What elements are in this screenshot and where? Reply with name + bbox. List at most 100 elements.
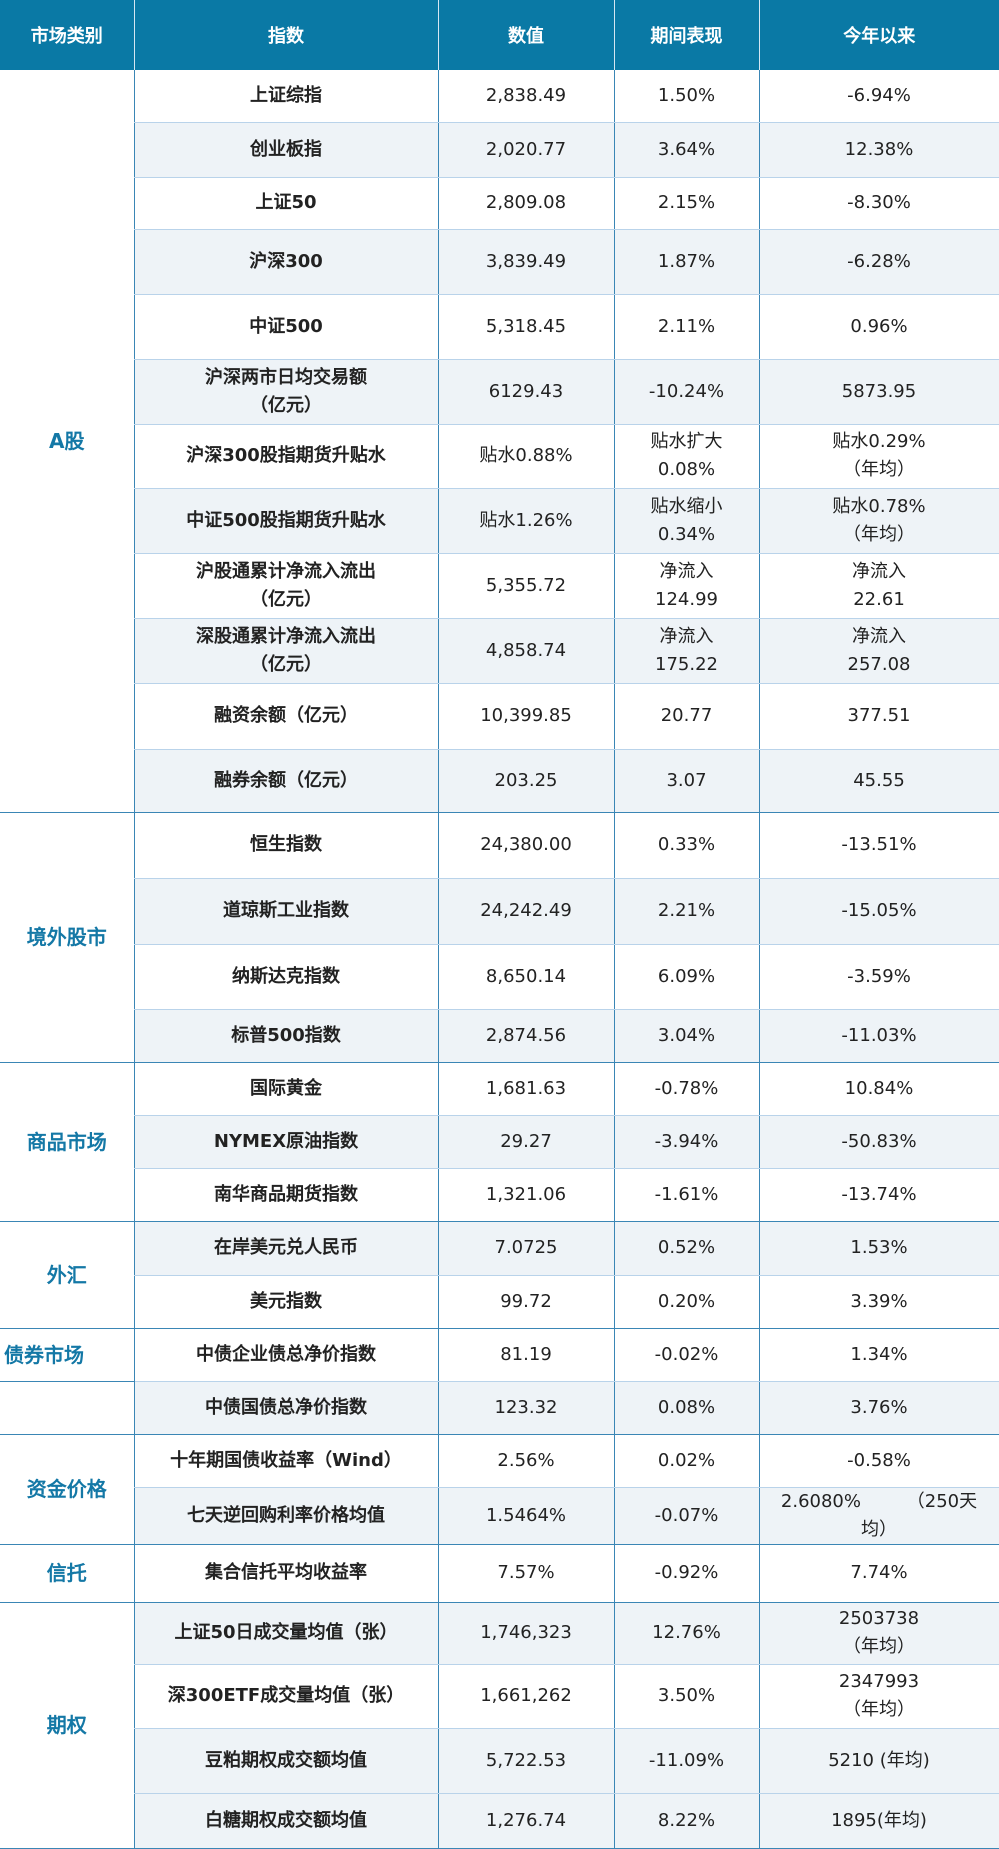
index-value: 2,874.56 bbox=[437, 1009, 614, 1063]
period-performance: 6.09% bbox=[613, 944, 759, 1010]
ytd-performance: 7.74% bbox=[758, 1544, 999, 1603]
period-performance: 0.08% bbox=[613, 1381, 759, 1435]
table-row: 中证500 5,318.45 2.11% 0.96% bbox=[0, 294, 999, 360]
index-value: 5,722.53 bbox=[437, 1728, 614, 1794]
table-row: A股 上证综指 2,838.49 1.50% -6.94% bbox=[0, 70, 999, 813]
ytd-performance: -15.05% bbox=[758, 878, 999, 945]
index-value: 24,242.49 bbox=[437, 878, 614, 945]
index-value: 贴水0.88% bbox=[437, 424, 614, 489]
index-name: 中债国债总净价指数 bbox=[133, 1381, 438, 1435]
table-row: 白糖期权成交额均值 1,276.74 8.22% 1895(年均) bbox=[0, 1793, 999, 1849]
index-value: 1,321.06 bbox=[437, 1168, 614, 1222]
index-value: 29.27 bbox=[437, 1115, 614, 1169]
index-name: NYMEX原油指数 bbox=[133, 1115, 438, 1169]
index-name: 国际黄金 bbox=[133, 1062, 438, 1116]
period-performance: 2.11% bbox=[613, 294, 759, 360]
table-body: A股 上证综指 2,838.49 1.50% -6.94% 创业板指 2,020.77 3.6… bbox=[0, 70, 999, 1849]
table-row: 境外股市 恒生指数 24,380.00 0.33% -13.51% bbox=[0, 812, 999, 1063]
period-performance: 2.21% bbox=[613, 878, 759, 945]
index-name: 恒生指数 bbox=[133, 812, 438, 879]
header-value: 数值 bbox=[438, 0, 615, 70]
period-performance: -10.24% bbox=[613, 359, 759, 425]
header-ytd: 今年以来 bbox=[759, 0, 999, 70]
table-row: 商品市场 国际黄金 1,681.63 -0.78% 10.84% bbox=[0, 1062, 999, 1222]
index-value: 2,838.49 bbox=[437, 70, 614, 123]
index-value: 1.5464% bbox=[437, 1487, 614, 1545]
index-value: 2.56% bbox=[437, 1434, 614, 1488]
table-row: 融资余额（亿元） 10,399.85 20.77 377.51 bbox=[0, 683, 999, 750]
index-name: 中证500 bbox=[133, 294, 438, 360]
ytd-performance: 贴水0.29% （年均） bbox=[758, 424, 999, 489]
ytd-performance: -11.03% bbox=[758, 1009, 999, 1063]
period-performance: 3.07 bbox=[613, 749, 759, 813]
index-value: 8,650.14 bbox=[437, 944, 614, 1010]
table-row: 沪深300 3,839.49 1.87% -6.28% bbox=[0, 229, 999, 295]
period-performance: 12.76% bbox=[613, 1602, 759, 1665]
index-name: 纳斯达克指数 bbox=[133, 944, 438, 1010]
ytd-performance: 1895(年均) bbox=[758, 1793, 999, 1849]
ytd-performance: 0.96% bbox=[758, 294, 999, 360]
ytd-performance: 10.84% bbox=[758, 1062, 999, 1116]
table-row: 沪深两市日均交易额 （亿元） 6129.43 -10.24% 5873.95 bbox=[0, 359, 999, 425]
index-name: 豆粕期权成交额均值 bbox=[133, 1728, 438, 1794]
index-name: 中债企业债总净价指数 bbox=[133, 1328, 438, 1382]
period-performance: 0.20% bbox=[613, 1275, 759, 1329]
table-row: 沪深300股指期货升贴水 贴水0.88% 贴水扩大 0.08% 贴水0.29% （年均… bbox=[0, 424, 999, 489]
ytd-performance: 1.34% bbox=[758, 1328, 999, 1382]
period-performance: -0.92% bbox=[613, 1544, 759, 1603]
table-row: NYMEX原油指数 29.27 -3.94% -50.83% bbox=[0, 1115, 999, 1169]
table-row: 美元指数 99.72 0.20% 3.39% bbox=[0, 1275, 999, 1329]
period-performance: -3.94% bbox=[613, 1115, 759, 1169]
ytd-performance: -3.59% bbox=[758, 944, 999, 1010]
ytd-performance: 5210 (年均) bbox=[758, 1728, 999, 1794]
index-value: 99.72 bbox=[437, 1275, 614, 1329]
ytd-performance: -6.28% bbox=[758, 229, 999, 295]
category-label: 商品市场 bbox=[0, 1062, 134, 1222]
index-name: 创业板指 bbox=[133, 122, 438, 178]
table-header: 市场类别 指数 数值 期间表现 今年以来 bbox=[0, 0, 999, 70]
category-label: 信托 bbox=[0, 1544, 134, 1603]
index-value: 7.57% bbox=[437, 1544, 614, 1603]
ytd-performance: 2.6080% （250天 均） bbox=[758, 1487, 999, 1545]
index-value: 6129.43 bbox=[437, 359, 614, 425]
period-performance: 1.50% bbox=[613, 70, 759, 123]
period-performance: -0.78% bbox=[613, 1062, 759, 1116]
index-value: 81.19 bbox=[437, 1328, 614, 1382]
period-performance: 20.77 bbox=[613, 683, 759, 750]
header-period: 期间表现 bbox=[614, 0, 760, 70]
index-name: 深300ETF成交量均值（张） bbox=[133, 1664, 438, 1729]
period-performance: 3.50% bbox=[613, 1664, 759, 1729]
period-performance: 2.15% bbox=[613, 177, 759, 230]
ytd-performance: 45.55 bbox=[758, 749, 999, 813]
ytd-performance: -8.30% bbox=[758, 177, 999, 230]
index-name: 南华商品期货指数 bbox=[133, 1168, 438, 1222]
table-row: 七天逆回购利率价格均值 1.5464% -0.07% 2.6080% （250天 均） bbox=[0, 1487, 999, 1545]
table-row: 上证50 2,809.08 2.15% -8.30% bbox=[0, 177, 999, 230]
table-row: 豆粕期权成交额均值 5,722.53 -11.09% 5210 (年均) bbox=[0, 1728, 999, 1794]
index-value: 123.32 bbox=[437, 1381, 614, 1435]
period-performance: 净流入 124.99 bbox=[613, 553, 759, 619]
period-performance: 净流入 175.22 bbox=[613, 618, 759, 684]
category-label: A股 bbox=[0, 70, 134, 813]
period-performance: 贴水缩小 0.34% bbox=[613, 488, 759, 554]
table-row: 创业板指 2,020.77 3.64% 12.38% bbox=[0, 122, 999, 178]
table-row: 深300ETF成交量均值（张） 1,661,262 3.50% 2347993 （年均… bbox=[0, 1664, 999, 1729]
ytd-performance: 2503738 （年均） bbox=[758, 1602, 999, 1665]
ytd-performance: 5873.95 bbox=[758, 359, 999, 425]
period-performance: -1.61% bbox=[613, 1168, 759, 1222]
table-row: 南华商品期货指数 1,321.06 -1.61% -13.74% bbox=[0, 1168, 999, 1222]
index-name: 上证50 bbox=[133, 177, 438, 230]
ytd-performance: -13.51% bbox=[758, 812, 999, 879]
ytd-performance: 1.53% bbox=[758, 1221, 999, 1276]
table-row: 外汇 在岸美元兑人民币 7.0725 0.52% 1.53% bbox=[0, 1221, 999, 1329]
period-performance: -11.09% bbox=[613, 1728, 759, 1794]
ytd-performance: -13.74% bbox=[758, 1168, 999, 1222]
ytd-performance: 净流入 257.08 bbox=[758, 618, 999, 684]
header-category: 市场类别 bbox=[0, 0, 135, 70]
index-name: 美元指数 bbox=[133, 1275, 438, 1329]
index-value: 203.25 bbox=[437, 749, 614, 813]
index-name: 在岸美元兑人民币 bbox=[133, 1221, 438, 1276]
index-name: 标普500指数 bbox=[133, 1009, 438, 1063]
index-value: 1,276.74 bbox=[437, 1793, 614, 1849]
index-name: 白糖期权成交额均值 bbox=[133, 1793, 438, 1849]
